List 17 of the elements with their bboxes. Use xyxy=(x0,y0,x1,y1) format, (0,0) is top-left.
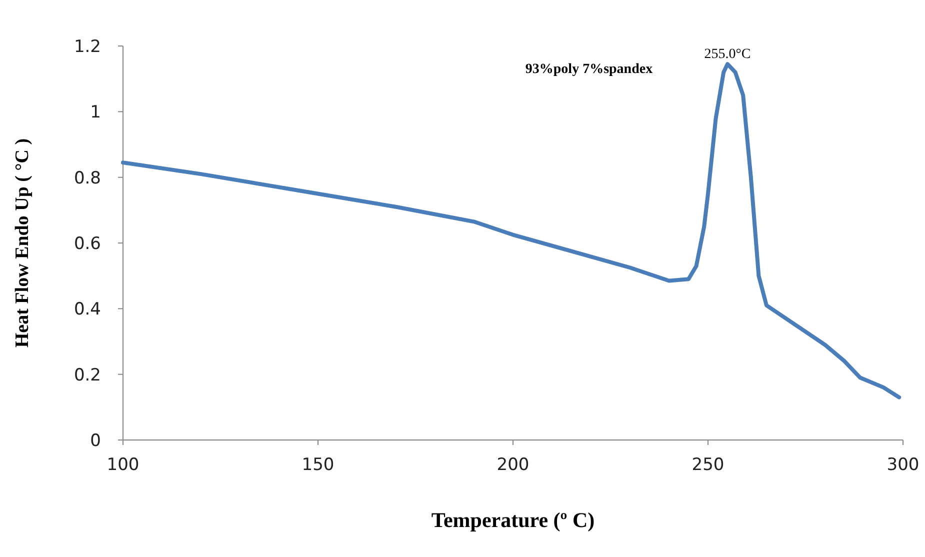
y-tick-label: 1.2 xyxy=(74,36,101,57)
y-tick-label: 0.8 xyxy=(74,168,101,188)
annotation: 93%poly 7%spandex xyxy=(525,62,653,77)
line-series xyxy=(121,62,902,400)
annotation: 255.0°C xyxy=(704,47,751,62)
y-tick-label: 0.4 xyxy=(74,300,101,320)
y-tick-label: 0.6 xyxy=(74,234,101,254)
x-tick-label: 300 xyxy=(886,455,920,475)
x-tick-label: 200 xyxy=(496,455,530,475)
y-tick-label: 0.2 xyxy=(74,365,101,386)
x-axis-title: Temperature (º C) xyxy=(431,508,595,532)
y-tick-label: 1 xyxy=(90,102,101,123)
x-tick-label: 100 xyxy=(106,455,140,475)
x-tick-label: 250 xyxy=(692,455,724,475)
y-tick-label: 0 xyxy=(90,430,101,451)
y-axis-title: Heat Flow Endo Up ( °C ) xyxy=(12,138,33,348)
x-tick-label: 150 xyxy=(302,455,334,475)
